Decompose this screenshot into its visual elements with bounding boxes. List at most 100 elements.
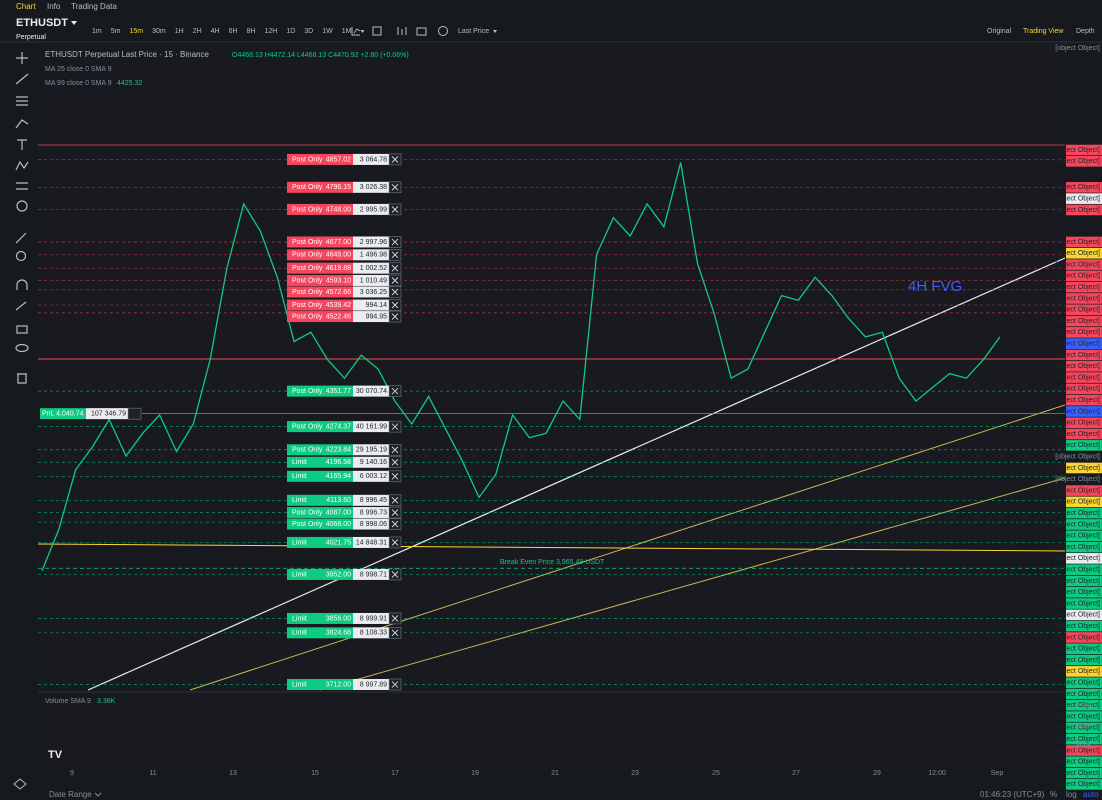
- order-tag[interactable]: [287, 274, 353, 286]
- order-cancel-icon[interactable]: [391, 539, 399, 546]
- footer-icon[interactable]: [13, 778, 27, 790]
- candle-icon[interactable]: [397, 27, 407, 35]
- order-tag[interactable]: [287, 385, 353, 397]
- scale-option[interactable]: log: [1066, 790, 1077, 799]
- order-tag[interactable]: [287, 612, 353, 624]
- order-tag[interactable]: [287, 262, 353, 274]
- line-tool[interactable]: [15, 73, 29, 85]
- order-cancel-icon[interactable]: [391, 277, 399, 284]
- template-icon[interactable]: [372, 26, 382, 36]
- price-type-dropdown[interactable]: [493, 30, 497, 33]
- scale-option[interactable]: %: [1050, 790, 1057, 799]
- order-tag[interactable]: [287, 456, 353, 468]
- interval[interactable]: 1M: [342, 28, 352, 35]
- magnet-tool[interactable]: [16, 279, 28, 290]
- crosshair-tool[interactable]: [16, 52, 28, 64]
- symbol[interactable]: ETHUSDT: [16, 17, 68, 29]
- order-cancel-icon[interactable]: [391, 387, 399, 395]
- interval[interactable]: 1W: [322, 28, 333, 35]
- add-icon[interactable]: [438, 26, 448, 36]
- order-cancel-icon[interactable]: [391, 251, 399, 259]
- order-cancel-icon[interactable]: [391, 473, 399, 480]
- lock-tool[interactable]: [16, 325, 28, 334]
- order-cancel-icon[interactable]: [391, 184, 399, 191]
- indicator-icon[interactable]: [351, 27, 361, 36]
- order-cancel-icon[interactable]: [391, 156, 399, 163]
- interval[interactable]: 8H: [247, 28, 256, 35]
- order-cancel-icon[interactable]: [391, 446, 399, 454]
- interval[interactable]: 4H: [211, 28, 220, 35]
- order-cancel-icon[interactable]: [391, 520, 399, 528]
- emoji-tool[interactable]: [16, 200, 28, 212]
- interval[interactable]: 6H: [229, 28, 238, 35]
- interval[interactable]: 12H: [264, 28, 277, 35]
- ruler-tool[interactable]: [15, 232, 27, 244]
- interval-dropdown[interactable]: [360, 30, 365, 33]
- order-tag[interactable]: [287, 568, 353, 580]
- brush-tool[interactable]: [15, 119, 29, 129]
- price-type[interactable]: Last Price: [458, 28, 489, 35]
- order-tag[interactable]: [287, 203, 353, 215]
- position-tag[interactable]: [40, 408, 86, 420]
- interval[interactable]: 1m: [92, 28, 102, 35]
- view[interactable]: Depth: [1076, 28, 1095, 35]
- order-tag[interactable]: [287, 627, 353, 639]
- pattern-tool[interactable]: [15, 160, 29, 171]
- price-label: [object Object]: [1055, 465, 1100, 472]
- order-cancel-icon[interactable]: [391, 681, 399, 688]
- order-tag[interactable]: [287, 181, 353, 193]
- order-cancel-icon[interactable]: [391, 423, 399, 430]
- interval[interactable]: 5m: [111, 28, 121, 35]
- visibility-tool[interactable]: [15, 343, 29, 353]
- symbol-dropdown[interactable]: [71, 21, 77, 25]
- position-close[interactable]: [127, 407, 142, 420]
- tab[interactable]: Trading Data: [71, 2, 118, 11]
- interval[interactable]: 3D: [304, 28, 313, 35]
- delete-tool[interactable]: [17, 373, 27, 384]
- order-cancel-icon[interactable]: [391, 238, 399, 246]
- date-range-dropdown[interactable]: [94, 792, 102, 797]
- order-tag[interactable]: [287, 494, 353, 506]
- order-tag[interactable]: [287, 153, 353, 165]
- interval[interactable]: 1H: [175, 28, 184, 35]
- view[interactable]: Trading View: [1023, 28, 1064, 35]
- text-tool[interactable]: [17, 139, 27, 150]
- order-tag[interactable]: [287, 421, 353, 433]
- interval[interactable]: 2H: [193, 28, 202, 35]
- order-cancel-icon[interactable]: [391, 509, 399, 516]
- order-tag[interactable]: [287, 536, 353, 548]
- order-cancel-icon[interactable]: [391, 313, 399, 320]
- order-tag[interactable]: [287, 311, 353, 323]
- zoom-tool[interactable]: [15, 250, 27, 262]
- lock-draw-tool[interactable]: [15, 301, 27, 311]
- order-cancel-icon[interactable]: [391, 264, 399, 272]
- interval[interactable]: 1D: [286, 28, 295, 35]
- order-tag[interactable]: [287, 518, 353, 530]
- order-tag[interactable]: [287, 286, 353, 298]
- order-cancel-icon[interactable]: [391, 497, 399, 504]
- order-tag[interactable]: [287, 470, 353, 482]
- order-cancel-icon[interactable]: [391, 629, 399, 637]
- order-tag[interactable]: [287, 444, 353, 456]
- fib-tool[interactable]: [16, 96, 28, 106]
- order-cancel-icon[interactable]: [391, 206, 399, 213]
- interval[interactable]: 30m: [152, 28, 166, 35]
- interval[interactable]: 15m: [129, 28, 143, 35]
- measure-tool[interactable]: [16, 182, 28, 190]
- order-tag[interactable]: [287, 249, 353, 261]
- camera-icon[interactable]: [416, 27, 427, 36]
- tab[interactable]: Chart: [16, 2, 36, 11]
- order-cancel-icon[interactable]: [391, 459, 399, 466]
- order-tag[interactable]: [287, 507, 353, 519]
- order-cancel-icon[interactable]: [391, 301, 399, 309]
- order-tag[interactable]: [287, 299, 353, 311]
- order-cancel-icon[interactable]: [391, 571, 399, 578]
- order-cancel-icon[interactable]: [391, 615, 399, 622]
- date-range[interactable]: Date Range: [49, 790, 92, 799]
- view[interactable]: Original: [987, 28, 1012, 35]
- scale-option[interactable]: auto: [1083, 790, 1099, 799]
- order-tag[interactable]: [287, 678, 353, 690]
- order-cancel-icon[interactable]: [391, 288, 399, 296]
- tab[interactable]: Info: [47, 2, 61, 11]
- order-tag[interactable]: [287, 236, 353, 248]
